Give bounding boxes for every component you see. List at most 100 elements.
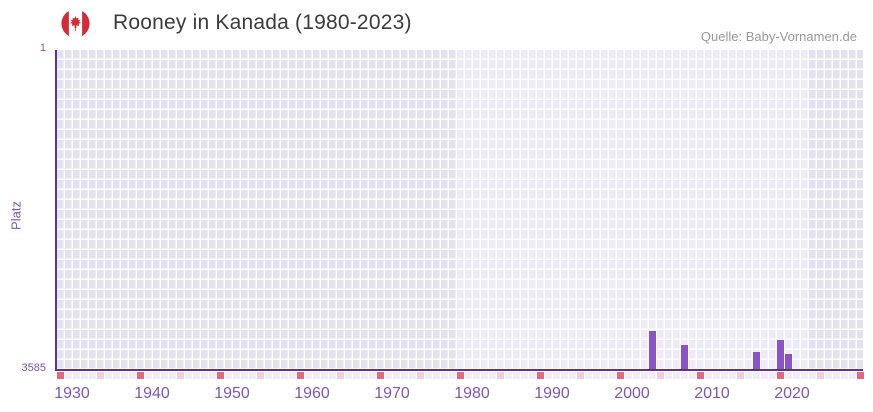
year-marker-1931	[65, 372, 72, 379]
year-marker-1967	[353, 372, 360, 379]
y-axis-line	[55, 50, 57, 371]
year-marker-1976	[425, 372, 432, 379]
x-axis-ticks: 1930 1940 1950 1960 1970 1980 1990 2000 2010 2020	[54, 385, 863, 405]
year-marker-1942	[153, 372, 160, 379]
bar-2020[interactable]	[777, 340, 784, 369]
x-axis-tick-1980: 1980	[454, 385, 490, 402]
year-marker-1956	[265, 372, 272, 379]
year-marker-2009	[689, 372, 696, 379]
plot-area	[57, 50, 863, 369]
year-marker-1965	[337, 372, 344, 379]
year-marker-1966	[345, 372, 352, 379]
year-marker-1984	[489, 372, 496, 379]
year-marker-1948	[201, 372, 208, 379]
year-marker-1975	[417, 372, 424, 379]
year-marker-1952	[233, 372, 240, 379]
year-marker-2001	[625, 372, 632, 379]
year-marker-1963	[321, 372, 328, 379]
year-marker-1962	[313, 372, 320, 379]
canada-flag-icon	[61, 9, 90, 38]
year-marker-1968	[361, 372, 368, 379]
year-marker-2021	[785, 372, 792, 379]
year-marker-1996	[585, 372, 592, 379]
year-marker-1947	[193, 372, 200, 379]
x-axis-tick-2000: 2000	[614, 385, 650, 402]
year-marker-2003	[641, 372, 648, 379]
year-marker-1972	[393, 372, 400, 379]
year-marker-2020	[777, 372, 784, 379]
year-marker-1943	[161, 372, 168, 379]
canada-flag-svg	[61, 9, 90, 38]
year-marker-1936	[105, 372, 112, 379]
x-axis-tick-1940: 1940	[134, 385, 170, 402]
x-axis-tick-2020: 2020	[774, 385, 810, 402]
year-marker-1935	[97, 372, 104, 379]
year-marker-2017	[753, 372, 760, 379]
year-marker-2010	[697, 372, 704, 379]
year-marker-1950	[217, 372, 224, 379]
year-marker-1958	[281, 372, 288, 379]
x-axis-tick-1960: 1960	[294, 385, 330, 402]
data-range-region	[457, 50, 809, 369]
y-axis-label: Platz	[8, 201, 24, 230]
year-marker-2029	[849, 372, 856, 379]
year-marker-2027	[833, 372, 840, 379]
year-marker-1946	[185, 372, 192, 379]
x-axis-tick-2010: 2010	[694, 385, 730, 402]
year-marker-2030	[857, 372, 864, 379]
year-marker-1955	[257, 372, 264, 379]
year-marker-1985	[497, 372, 504, 379]
bar-2017[interactable]	[753, 352, 760, 369]
bar-2004[interactable]	[649, 331, 656, 369]
year-marker-1953	[241, 372, 248, 379]
year-marker-1960	[297, 372, 304, 379]
year-marker-1964	[329, 372, 336, 379]
year-marker-1961	[305, 372, 312, 379]
year-marker-1981	[465, 372, 472, 379]
x-axis-tick-1950: 1950	[214, 385, 250, 402]
year-marker-1987	[513, 372, 520, 379]
year-marker-1941	[145, 372, 152, 379]
year-marker-2028	[841, 372, 848, 379]
year-marker-1993	[561, 372, 568, 379]
year-marker-2014	[729, 372, 736, 379]
year-marker-1971	[385, 372, 392, 379]
year-marker-1978	[441, 372, 448, 379]
year-marker-1939	[129, 372, 136, 379]
year-marker-1995	[577, 372, 584, 379]
year-marker-1974	[409, 372, 416, 379]
year-marker-1997	[593, 372, 600, 379]
year-marker-2019	[769, 372, 776, 379]
year-marker-1940	[137, 372, 144, 379]
year-marker-1998	[601, 372, 608, 379]
year-marker-1977	[433, 372, 440, 379]
year-marker-1992	[553, 372, 560, 379]
y-axis-tick-best: 1	[39, 42, 46, 54]
year-marker-1982	[473, 372, 480, 379]
year-marker-2006	[665, 372, 672, 379]
year-marker-2015	[737, 372, 744, 379]
year-marker-1970	[377, 372, 384, 379]
year-marker-1951	[225, 372, 232, 379]
year-marker-2023	[801, 372, 808, 379]
year-marker-2000	[617, 372, 624, 379]
year-marker-1934	[89, 372, 96, 379]
year-marker-1938	[121, 372, 128, 379]
bar-2021[interactable]	[785, 354, 792, 369]
year-marker-1983	[481, 372, 488, 379]
year-marker-2007	[673, 372, 680, 379]
year-marker-2026	[825, 372, 832, 379]
year-marker-1949	[209, 372, 216, 379]
x-axis-tick-1930: 1930	[54, 385, 90, 402]
bar-2008[interactable]	[681, 345, 688, 369]
year-marker-1945	[177, 372, 184, 379]
x-axis-tick-1990: 1990	[534, 385, 570, 402]
year-marker-1954	[249, 372, 256, 379]
year-marker-1944	[169, 372, 176, 379]
year-marker-2002	[633, 372, 640, 379]
year-marker-2016	[745, 372, 752, 379]
year-marker-1999	[609, 372, 616, 379]
year-marker-2022	[793, 372, 800, 379]
year-marker-1989	[529, 372, 536, 379]
